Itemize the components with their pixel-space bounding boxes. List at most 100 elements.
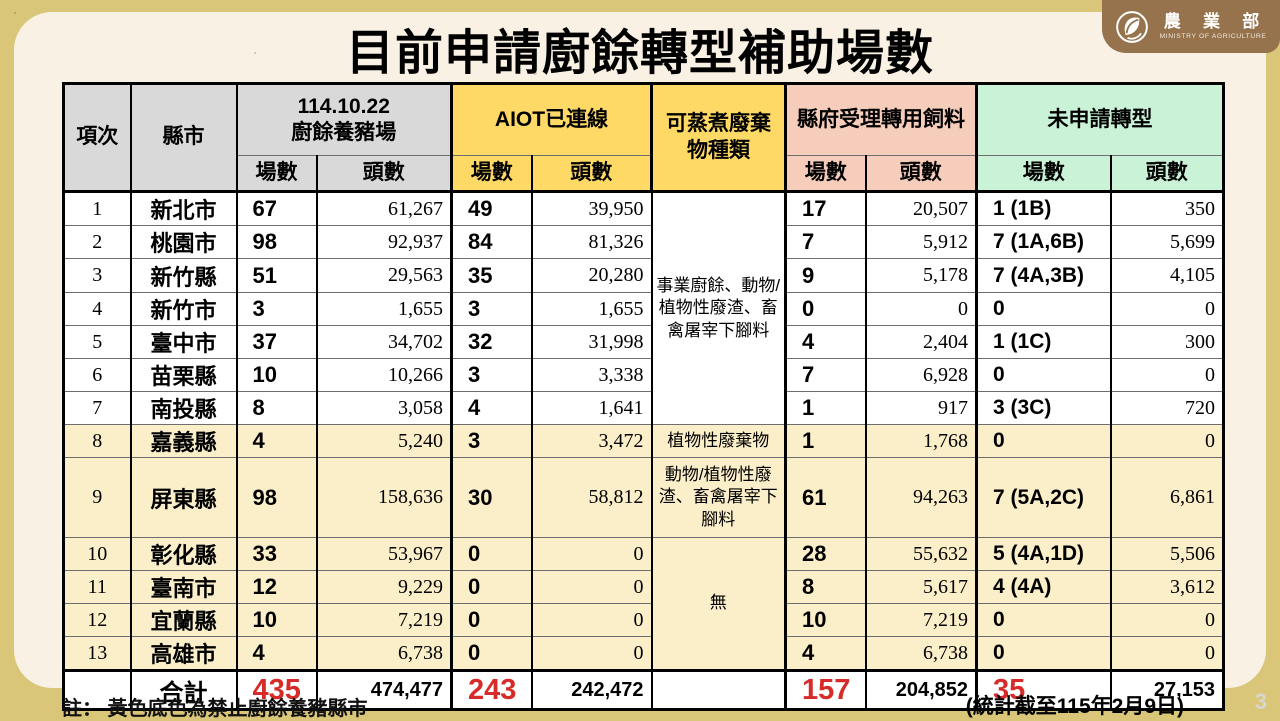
cell-gov_farms: 28 <box>784 537 867 571</box>
cell-gov_heads: 6,928 <box>864 358 978 392</box>
col-header-item: 項次 <box>62 83 132 193</box>
cell-heads: 6,738 <box>315 636 453 671</box>
cell-farms: 4 <box>235 636 318 671</box>
cell-gov_heads: 2,404 <box>864 325 978 359</box>
cell-farms: 98 <box>235 225 318 259</box>
cell-county: 新北市 <box>129 191 238 226</box>
cell-gov_heads: 7,219 <box>864 603 978 637</box>
cell-aiot_farms: 4 <box>450 391 533 425</box>
col-header-waste: 可蒸煮廢棄 物種類 <box>650 83 787 193</box>
cell-waste-type: 動物/植物性廢渣、畜禽屠宰下腳料 <box>650 457 787 538</box>
cell-heads: 92,937 <box>315 225 453 259</box>
cell-gov_farms: 10 <box>784 603 867 637</box>
cell-heads: 10,266 <box>315 358 453 392</box>
cell-gov_farms: 17 <box>784 191 867 226</box>
cell-na_heads: 350 <box>1109 191 1225 226</box>
cell-aiot_farms: 32 <box>450 325 533 359</box>
group-header-aiot: AIOT已連線 <box>449 83 653 156</box>
total-waste-cell <box>650 669 787 710</box>
cell-na_farms: 0 <box>975 603 1112 637</box>
ministry-emblem-icon <box>1115 10 1148 43</box>
cell-gov_heads: 0 <box>864 292 978 326</box>
total-label: 合計 <box>129 669 238 710</box>
cell-no: 2 <box>62 225 132 259</box>
cell-gov_farms: 4 <box>784 636 867 671</box>
cell-county: 苗栗縣 <box>129 358 238 392</box>
cell-aiot_farms: 0 <box>450 603 533 637</box>
cell-na_farms: 0 <box>975 636 1112 671</box>
cell-na_farms: 5 (4A,1D) <box>975 537 1112 571</box>
cell-heads: 158,636 <box>315 457 453 538</box>
cell-aiot_heads: 58,812 <box>530 457 653 538</box>
cell-gov_heads: 917 <box>864 391 978 425</box>
cell-heads: 9,229 <box>315 570 453 604</box>
total-kitchen-farms: 435 <box>235 669 318 710</box>
cell-gov_farms: 1 <box>784 424 867 458</box>
cell-aiot_farms: 3 <box>450 424 533 458</box>
cell-aiot_farms: 30 <box>450 457 533 538</box>
cell-na_heads: 0 <box>1109 292 1225 326</box>
cell-county: 屏東縣 <box>129 457 238 538</box>
total-gov-farms: 157 <box>784 669 867 710</box>
cell-farms: 12 <box>235 570 318 604</box>
cell-na_farms: 7 (1A,6B) <box>975 225 1112 259</box>
cell-waste-type: 事業廚餘、動物/植物性廢渣、畜禽屠宰下腳料 <box>650 191 787 425</box>
cell-farms: 98 <box>235 457 318 538</box>
cell-heads: 7,219 <box>315 603 453 637</box>
cell-gov_farms: 4 <box>784 325 867 359</box>
table-row: 5 臺中市 37 34,702 32 31,998 4 2,404 1 (1C) 300 <box>62 325 1225 359</box>
cell-county: 宜蘭縣 <box>129 603 238 637</box>
footer-stat-date: (統計截至115年2月9日) <box>965 695 1184 718</box>
cell-county: 嘉義縣 <box>129 424 238 458</box>
waste-header-line1: 可蒸煮廢棄 <box>666 112 772 136</box>
cell-aiot_heads: 81,326 <box>530 225 653 259</box>
cell-waste-type: 無 <box>650 537 787 671</box>
cell-county: 臺南市 <box>129 570 238 604</box>
cell-no: 4 <box>62 292 132 326</box>
header-row-groups: 項次 縣市 114.10.22 廚餘養豬場 AIOT已連線 可蒸煮廢棄 物種類 … <box>62 83 1225 193</box>
subsidy-table: 項次 縣市 114.10.22 廚餘養豬場 AIOT已連線 可蒸煮廢棄 物種類 … <box>62 82 1226 711</box>
cell-na_heads: 3,612 <box>1109 570 1225 604</box>
cell-waste-type: 植物性廢棄物 <box>650 424 787 458</box>
table-row: 4 新竹市 3 1,655 3 1,655 0 0 0 0 <box>62 292 1225 326</box>
subheader-gov-farms: 場數 <box>784 155 867 193</box>
kitchen-group-label: 廚餘養豬場 <box>291 121 397 144</box>
cell-county: 南投縣 <box>129 391 238 425</box>
cell-gov_heads: 5,178 <box>864 258 978 293</box>
cell-na_farms: 0 <box>975 292 1112 326</box>
cell-county: 新竹市 <box>129 292 238 326</box>
group-header-kitchen: 114.10.22 廚餘養豬場 <box>235 83 453 156</box>
page-number: 3 <box>1254 689 1267 714</box>
cell-aiot_farms: 84 <box>450 225 533 259</box>
cell-na_farms: 4 (4A) <box>975 570 1112 604</box>
table-row: 1 新北市 67 61,267 49 39,950 事業廚餘、動物/植物性廢渣、畜禽屠宰下腳… <box>62 191 1225 425</box>
cell-na_farms: 1 (1B) <box>975 191 1112 226</box>
subheader-kitchen-farms: 場數 <box>235 155 318 193</box>
cell-na_heads: 6,861 <box>1109 457 1225 538</box>
cell-aiot_farms: 35 <box>450 258 533 293</box>
cell-gov_heads: 5,912 <box>864 225 978 259</box>
table-row: 9 屏東縣 98 158,636 30 58,812 動物/植物性廢渣、畜禽屠宰下腳料 61 9… <box>62 457 1225 538</box>
table-row: 11 臺南市 12 9,229 0 0 8 5,617 4 (4A) 3,612 <box>62 570 1225 604</box>
cell-no: 8 <box>62 424 132 458</box>
total-aiot-farms: 243 <box>450 669 533 710</box>
cell-county: 彰化縣 <box>129 537 238 571</box>
cell-aiot_heads: 1,655 <box>530 292 653 326</box>
cell-aiot_farms: 3 <box>450 358 533 392</box>
cell-farms: 33 <box>235 537 318 571</box>
cell-na_farms: 7 (5A,2C) <box>975 457 1112 538</box>
cell-no: 10 <box>62 537 132 571</box>
cell-aiot_heads: 0 <box>530 636 653 671</box>
cell-aiot_farms: 0 <box>450 537 533 571</box>
ministry-name-zh: 農 業 部 <box>1163 11 1269 31</box>
total-row: 合計 435 474,477 243 242,472 157 204,852 3… <box>62 669 1225 710</box>
cell-gov_heads: 1,768 <box>864 424 978 458</box>
cell-gov_heads: 5,617 <box>864 570 978 604</box>
cell-aiot_heads: 3,472 <box>530 424 653 458</box>
cell-heads: 5,240 <box>315 424 453 458</box>
subheader-aiot-heads: 頭數 <box>530 155 653 193</box>
cell-heads: 1,655 <box>315 292 453 326</box>
subheader-untransformed-farms: 場數 <box>975 155 1112 193</box>
cell-gov_farms: 7 <box>784 225 867 259</box>
cell-no: 7 <box>62 391 132 425</box>
